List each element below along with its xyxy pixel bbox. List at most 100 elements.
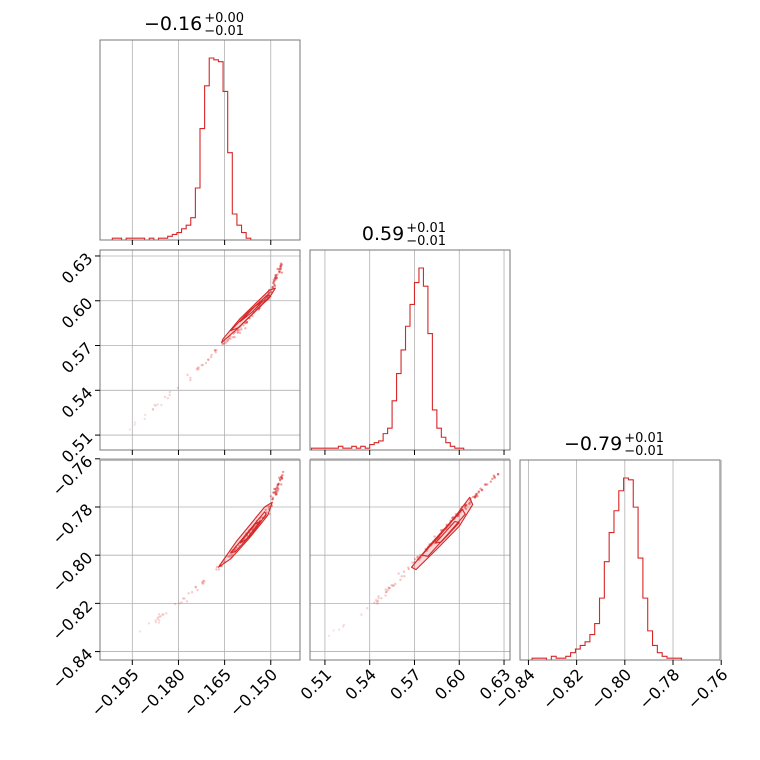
sample-point [156, 616, 160, 619]
sample-point [468, 502, 471, 505]
sample-point [274, 490, 277, 494]
sample-point [201, 582, 204, 585]
sample-point [273, 487, 276, 491]
sample-point [475, 494, 478, 498]
sample-point [180, 601, 183, 604]
sample-point [133, 421, 137, 424]
sample-point [206, 358, 210, 361]
sample-point [276, 273, 279, 276]
title-value: −0.16 [144, 13, 202, 35]
x-tick-label: 0.60 [431, 665, 470, 704]
sample-point [244, 327, 247, 330]
sample-point [485, 483, 489, 486]
x-tick-label: 0.51 [297, 665, 336, 704]
sample-point [387, 586, 390, 589]
x-tick-label: −0.82 [539, 665, 587, 713]
sample-point [274, 276, 278, 279]
title-upper-error: +0.00 [204, 11, 244, 26]
x-tick-label: −0.195 [87, 665, 142, 720]
contour-level-2 [421, 508, 466, 557]
sample-point [280, 477, 284, 480]
sample-point [186, 373, 189, 377]
sample-point [245, 320, 249, 324]
sample-point [493, 475, 496, 479]
sample-point [166, 397, 170, 400]
sample-point [280, 477, 284, 480]
sample-point [194, 586, 197, 589]
sample-point [275, 275, 278, 278]
contour-level-3 [239, 300, 264, 323]
sample-point [280, 263, 284, 266]
sample-point [213, 349, 217, 352]
sample-point [267, 505, 270, 508]
sample-point [274, 491, 277, 494]
sample-point [238, 328, 241, 332]
density-core [221, 288, 276, 343]
sample-point [411, 561, 414, 564]
sample-point [392, 584, 396, 587]
sample-point [274, 493, 278, 496]
sample-point [277, 483, 280, 486]
sample-point [386, 588, 390, 592]
sample-point [480, 488, 484, 492]
sample-point [189, 378, 192, 382]
axes-frame [99, 459, 301, 661]
sample-point [496, 473, 500, 476]
title-lower-error: −0.01 [204, 24, 244, 39]
sample-point [402, 570, 406, 573]
scatter-panel-1 [95, 249, 301, 455]
sample-point [277, 267, 281, 271]
sample-point [202, 579, 205, 583]
sample-point [236, 330, 239, 334]
sample-point [223, 342, 227, 345]
y-tick-label: 0.54 [58, 383, 97, 422]
sample-point [279, 264, 283, 268]
hist-panel-1: −0.16 +0.00 −0.01 [99, 11, 301, 245]
x-tick-label: 0.54 [341, 665, 380, 704]
sample-point [163, 395, 167, 399]
title-value: −0.79 [564, 433, 622, 455]
title-upper-error: +0.01 [406, 221, 446, 236]
sample-point [183, 597, 186, 600]
sample-point [185, 600, 189, 603]
sample-point [275, 493, 278, 496]
y-tick-label: 0.63 [58, 249, 97, 288]
sample-point [473, 495, 476, 498]
sample-point [272, 280, 276, 283]
sample-point [133, 423, 136, 426]
sample-point [214, 351, 217, 354]
sample-point [274, 489, 278, 492]
panel-title-1: −0.16 +0.00 −0.01 [144, 11, 244, 39]
contour-level-2 [230, 511, 267, 554]
sample-point [280, 475, 283, 478]
sample-point [277, 487, 280, 491]
scatter-panel-3 [309, 458, 511, 665]
sample-point [278, 270, 281, 273]
title-lower-error: −0.01 [406, 234, 446, 249]
sample-point [279, 267, 282, 271]
sample-point [157, 618, 161, 622]
sample-point [385, 590, 388, 594]
sample-point [484, 483, 488, 486]
sample-point [151, 407, 155, 411]
sample-point [229, 337, 232, 340]
sample-point [153, 403, 156, 407]
sample-point [384, 588, 387, 591]
sample-point [380, 596, 383, 600]
sample-point [190, 590, 194, 594]
sample-point [416, 555, 420, 559]
density-core [411, 497, 473, 570]
sample-point [244, 321, 247, 325]
sample-point [213, 349, 217, 352]
sample-point [231, 335, 235, 339]
sample-point [187, 592, 190, 595]
sample-point [271, 285, 275, 289]
sample-point [407, 568, 410, 571]
sample-point [480, 489, 483, 492]
sample-point [269, 495, 273, 498]
sample-point [201, 580, 204, 584]
axes-frame [309, 459, 511, 661]
sample-point [274, 274, 277, 277]
sample-point [473, 495, 477, 498]
sample-point [388, 586, 392, 590]
